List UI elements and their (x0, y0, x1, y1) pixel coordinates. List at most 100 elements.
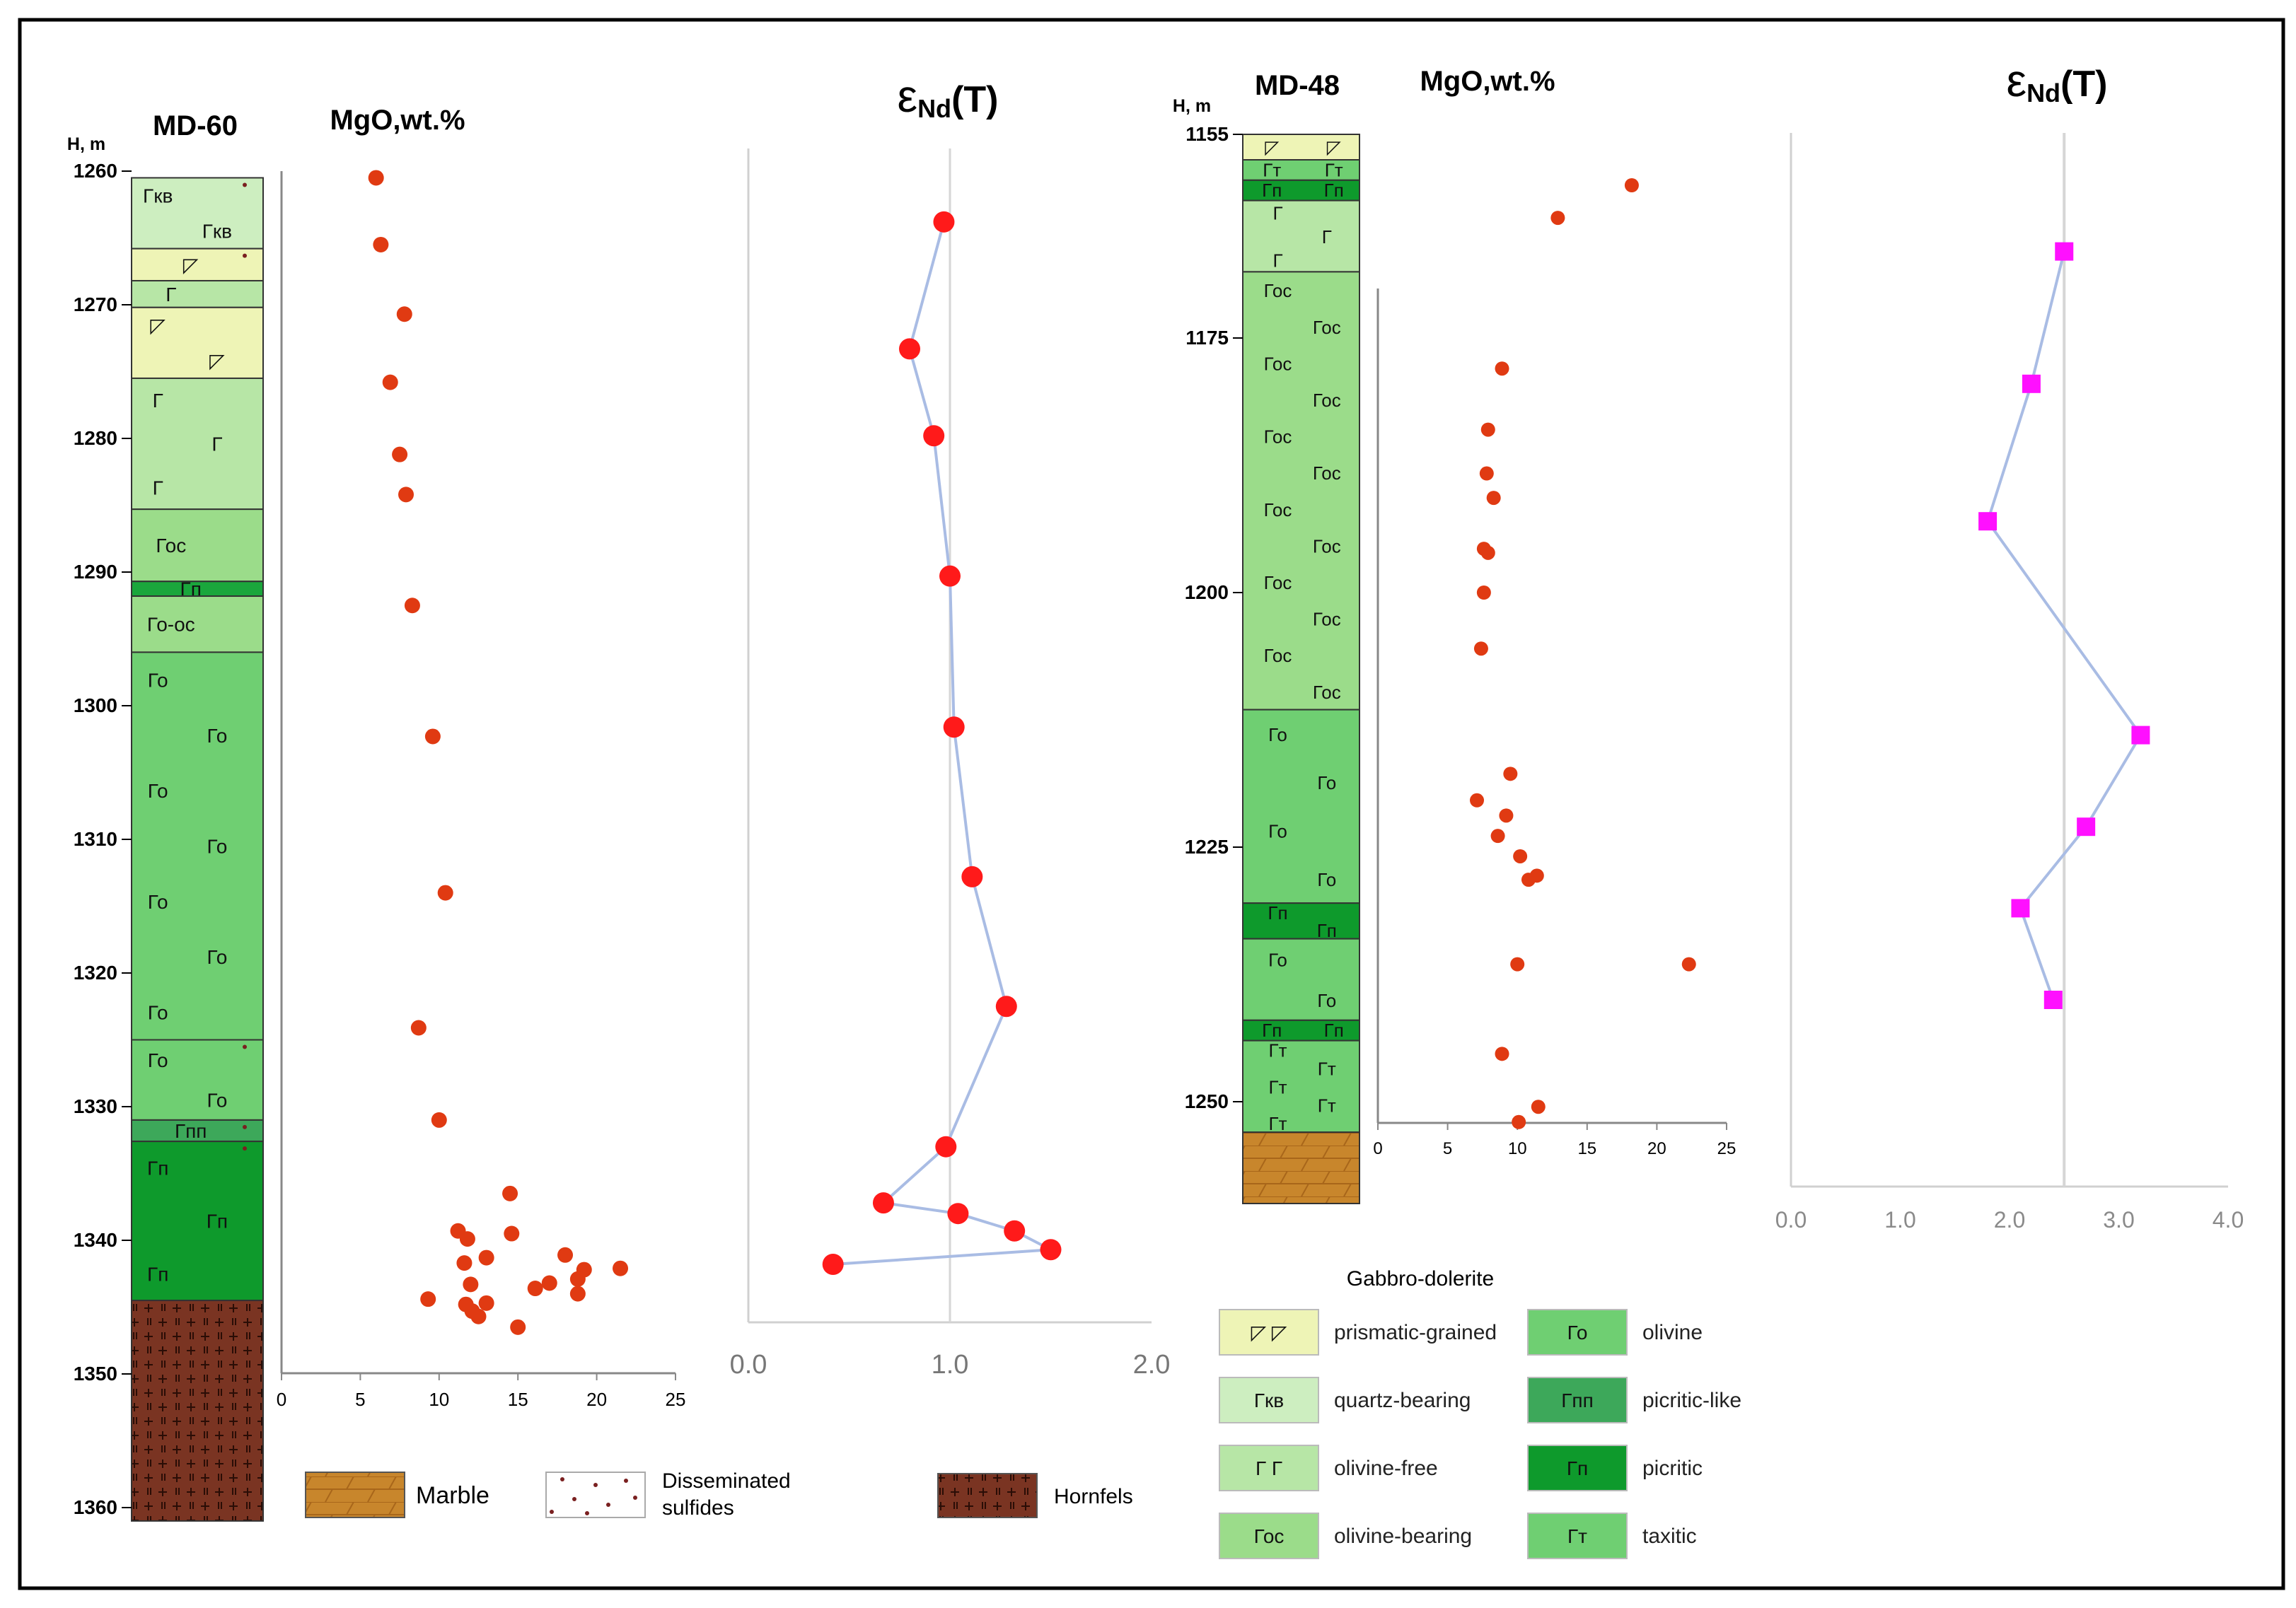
legend-item-label: olivine-bearing (1334, 1525, 1472, 1548)
md60-layer-label: Го (148, 1049, 168, 1071)
legend-rocks: Gabbro-dolerite ◸ ◸ prismatic-grained Го ol… (1219, 1267, 1741, 1559)
md48-end-x-tick-label: 0.0 (1775, 1207, 1807, 1233)
md60-depth-axis: 1260 1270 1280 1290 1300 1310 1320 1330 1340 1350… (74, 160, 132, 1518)
md60-end-x-tick-label: 0.0 (730, 1350, 767, 1380)
md48-mgo-point (1486, 491, 1501, 506)
md60-mgo-point (557, 1247, 574, 1263)
md60-layer-label: Гп (207, 1211, 228, 1233)
md48-mgo-point (1513, 849, 1528, 863)
md48-layer-label: Гп (1262, 1020, 1282, 1041)
md60-layer-label: Г (211, 433, 222, 455)
md48-layer-label: Гт (1318, 1058, 1336, 1079)
md48-mgo-point (1510, 957, 1525, 972)
md48-layer-label: Гос (1313, 390, 1341, 411)
md48-mgo-point (1499, 808, 1514, 823)
md48-end-point (2043, 991, 2063, 1009)
md60-depth-label: 1270 (74, 293, 117, 315)
md60-end-point (943, 716, 965, 738)
md60-layer-label: Г (166, 284, 176, 305)
legend-hornfels-swatch (937, 1473, 1038, 1518)
md48-mgo-point (1480, 545, 1495, 560)
md60-mgo-point (470, 1308, 487, 1324)
md60-layer-label: Го (148, 670, 168, 692)
md48-layer-label: Гос (1313, 317, 1341, 338)
md60-sulfide-dot (243, 253, 247, 258)
md48-end-point (2131, 726, 2150, 745)
md60-end-point (995, 996, 1017, 1018)
md48-layer-label: Гос (1313, 462, 1341, 484)
md60-mgo-x-tick-label: 10 (429, 1389, 449, 1410)
md48-depth-label: 1175 (1185, 327, 1229, 349)
legend-swatch-symbol: Гос (1254, 1525, 1285, 1547)
md60-layer-label: Го (148, 891, 168, 913)
md60-mgo-point (504, 1225, 520, 1242)
md48-layer-label: Г (1272, 250, 1282, 272)
md60-end-point (939, 565, 961, 587)
md60-mgo-point (456, 1255, 472, 1271)
md48-layer-label: Гп (1324, 180, 1344, 201)
md48-mgo-point (1512, 1114, 1526, 1129)
legend-swatch (1219, 1445, 1319, 1491)
md60-mgo-point (527, 1281, 543, 1297)
md60-end-point (935, 1136, 957, 1158)
md60-layer-label: Гп (147, 1264, 168, 1286)
md60-well-title: MD-60 (153, 110, 238, 141)
legend-marble-swatch (305, 1472, 405, 1518)
md48-mgo-point (1681, 957, 1696, 972)
md60-mgo-point (569, 1286, 586, 1302)
md48-layer-label: Го (1317, 869, 1336, 890)
md60-end-connector-line (833, 221, 1056, 1266)
md60-depth-label: 1310 (74, 828, 117, 850)
md60-layer-label: Гп (147, 1158, 168, 1179)
md60-mgo-point (437, 885, 453, 901)
md60-mgo-x-tick-label: 5 (355, 1389, 365, 1410)
legend-item-label: quartz-bearing (1334, 1389, 1471, 1412)
md48-end-point (2011, 899, 2030, 918)
md48-mgo-point (1490, 829, 1505, 844)
md60-mgo-point (541, 1275, 557, 1291)
md60-layer-label: Г (153, 390, 163, 412)
md48-mgo-x-tick-label: 15 (1577, 1139, 1596, 1158)
legend-item-label: picritic (1642, 1457, 1703, 1480)
md60-mgo-point (459, 1231, 475, 1247)
md48-mgo-title: MgO,wt.% (1420, 66, 1555, 97)
md48-mgo-point (1480, 422, 1495, 437)
md48-end-plot: εNd(T) 0.0 1.0 2.0 3.0 4.0 (1775, 55, 2244, 1233)
md60-layer-label: Гпп (175, 1120, 207, 1142)
md48-well-title: MD-48 (1255, 70, 1340, 101)
md60-mgo-point (392, 446, 408, 462)
md60-mgo-point (398, 487, 414, 503)
md48-layer-0 (1242, 134, 1360, 161)
md60-end-point (1040, 1239, 1062, 1261)
md48-layer-label: Гос (1264, 353, 1292, 374)
md48-layer-label: Гос (1264, 572, 1292, 593)
md60-end-plot: εNd(T) 0.0 1.0 2.0 (730, 71, 1171, 1380)
md48-layer-5 (1242, 709, 1360, 904)
md48-end-point (2022, 374, 2041, 393)
md48-end-x-tick-label: 1.0 (1884, 1207, 1915, 1233)
md60-end-point (961, 866, 983, 887)
md48-depth-label: 1155 (1185, 123, 1229, 145)
md60-layer-label: Го (207, 946, 227, 968)
md60-mgo-point (510, 1319, 526, 1335)
md60-mgo-x-tick-label: 0 (277, 1389, 286, 1410)
legend-swatch-symbol: Гкв (1254, 1389, 1284, 1411)
md60-sulfide-dot (243, 1146, 247, 1151)
md60-mgo-x-tick-label: 25 (666, 1389, 686, 1410)
md60-end-point (822, 1254, 844, 1276)
md48-end-x-tick-label: 2.0 (1994, 1207, 2025, 1233)
legend-swatch (1527, 1513, 1628, 1559)
legend-marble-label: Marble (416, 1482, 489, 1509)
md60-end-point (923, 425, 945, 447)
md48-mgo-point (1550, 211, 1565, 226)
md48-layer-label: ◸ (1265, 136, 1279, 158)
md60-depth-unit: H, m (67, 134, 105, 154)
md60-depth-label: 1260 (74, 160, 117, 182)
md60-layer-label: ◸ (150, 315, 166, 337)
md48-mgo-x-tick-label: 25 (1717, 1139, 1737, 1158)
md60-layer-label: Го (207, 1090, 227, 1112)
md48-layer-label: Гос (1313, 682, 1341, 703)
md60-sulfide-dot (243, 1044, 247, 1049)
